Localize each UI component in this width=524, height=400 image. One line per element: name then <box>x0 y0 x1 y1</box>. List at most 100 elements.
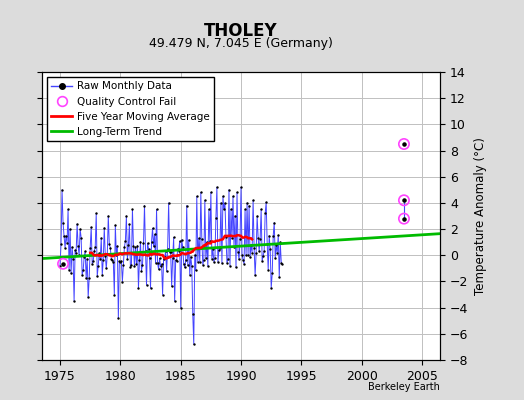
Point <box>141 248 150 254</box>
Point <box>128 206 137 213</box>
Point <box>59 219 67 226</box>
Point <box>244 252 252 258</box>
Point <box>131 244 139 250</box>
Point <box>119 262 127 268</box>
Point <box>256 236 264 242</box>
Point <box>203 239 211 245</box>
Point <box>58 187 66 193</box>
Point <box>183 262 192 268</box>
Point <box>81 248 90 254</box>
Point <box>118 278 127 285</box>
Point <box>148 225 157 232</box>
Point <box>224 256 232 262</box>
Point <box>96 256 104 262</box>
Point <box>120 244 128 251</box>
Point <box>63 240 71 246</box>
Point <box>80 254 89 260</box>
Point <box>189 311 197 317</box>
Point <box>71 247 79 254</box>
Point <box>110 291 118 298</box>
Point <box>248 249 256 256</box>
Point <box>90 248 99 255</box>
Point <box>111 222 119 228</box>
Point <box>124 242 133 248</box>
Point <box>104 213 113 219</box>
Point <box>140 202 149 209</box>
Point <box>167 249 175 255</box>
Point <box>400 216 408 222</box>
Point <box>255 248 264 254</box>
Point <box>144 245 152 252</box>
Point <box>251 272 259 279</box>
Point <box>202 255 210 262</box>
Point <box>123 256 132 262</box>
Point <box>156 255 164 262</box>
Point <box>195 259 204 265</box>
Point <box>277 260 286 266</box>
Point <box>74 243 82 249</box>
Point <box>180 261 188 267</box>
Point <box>182 202 191 209</box>
Point <box>171 257 180 263</box>
Point <box>72 250 80 256</box>
Point <box>225 187 233 193</box>
Point <box>156 263 165 270</box>
Point <box>159 256 168 262</box>
Point <box>157 261 166 267</box>
Point <box>245 202 253 209</box>
Point <box>149 243 158 250</box>
Point <box>188 263 196 269</box>
Point <box>174 248 183 254</box>
Point <box>276 239 285 246</box>
Point <box>158 291 167 298</box>
Point <box>173 246 182 252</box>
Point <box>231 213 239 219</box>
Point <box>107 256 115 262</box>
Point <box>83 256 91 262</box>
Point <box>273 250 281 256</box>
Point <box>155 266 163 273</box>
Point <box>206 238 214 244</box>
Point <box>240 260 248 267</box>
Point <box>194 235 203 242</box>
Point <box>229 193 237 200</box>
Point <box>259 252 267 259</box>
Point <box>264 266 272 273</box>
Point <box>169 234 178 240</box>
Point <box>230 243 238 250</box>
Point <box>113 243 122 249</box>
Point <box>227 206 235 213</box>
Point <box>187 253 195 260</box>
Point <box>103 251 112 258</box>
Point <box>190 341 198 348</box>
Point <box>205 206 213 213</box>
Point <box>86 244 94 251</box>
Point <box>147 238 156 245</box>
Point <box>400 197 408 204</box>
Point <box>69 255 77 262</box>
Point <box>201 197 209 204</box>
Point <box>62 232 70 239</box>
Point <box>216 245 224 251</box>
Point <box>121 238 129 244</box>
Point <box>154 260 162 266</box>
Point <box>181 264 189 271</box>
Point <box>257 206 265 213</box>
Point <box>211 255 219 262</box>
Point <box>220 206 228 213</box>
Point <box>109 259 117 265</box>
Point <box>146 285 155 291</box>
Point <box>145 255 154 262</box>
Point <box>254 234 263 241</box>
Point <box>246 254 254 260</box>
Point <box>193 193 201 200</box>
Point <box>100 224 108 231</box>
Point <box>135 257 144 263</box>
Point <box>139 240 148 246</box>
Point <box>271 254 279 261</box>
Point <box>177 304 185 311</box>
Point <box>138 262 147 268</box>
Point <box>235 256 243 263</box>
Point <box>249 197 257 204</box>
Point <box>60 233 68 239</box>
